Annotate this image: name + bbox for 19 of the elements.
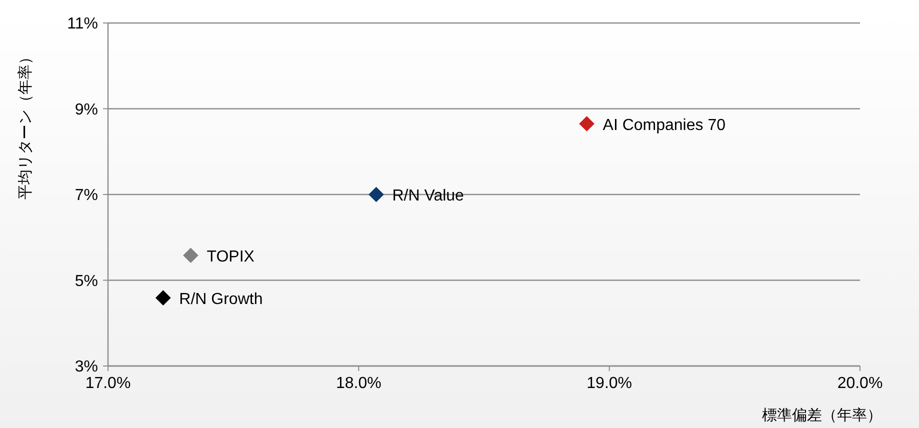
point bbox=[183, 248, 198, 264]
point bbox=[579, 116, 594, 132]
y-tick-label: 5% bbox=[74, 272, 98, 290]
point bbox=[368, 186, 384, 202]
series-label: R/N Growth bbox=[179, 290, 263, 308]
x-tick-label: 18.0% bbox=[336, 375, 382, 392]
x-tick-label: 20.0% bbox=[837, 375, 883, 392]
y-tick-label: 11% bbox=[67, 16, 98, 33]
y-axis-title: 平均リターン（年率） bbox=[16, 50, 34, 200]
series-label: TOPIX bbox=[206, 248, 255, 266]
x-tick-label: 17.0% bbox=[85, 375, 131, 392]
y-tick-label: 3% bbox=[74, 358, 98, 376]
x-axis-title: 標準偏差（年率） bbox=[762, 406, 882, 424]
y-tick-label: 7% bbox=[74, 187, 98, 204]
series-label: AI Companies 70 bbox=[602, 116, 726, 134]
y-tick-label: 9% bbox=[74, 101, 98, 118]
series-label: R/N Value bbox=[392, 188, 464, 204]
x-tick-label: 19.0% bbox=[586, 375, 632, 392]
point bbox=[155, 290, 171, 306]
